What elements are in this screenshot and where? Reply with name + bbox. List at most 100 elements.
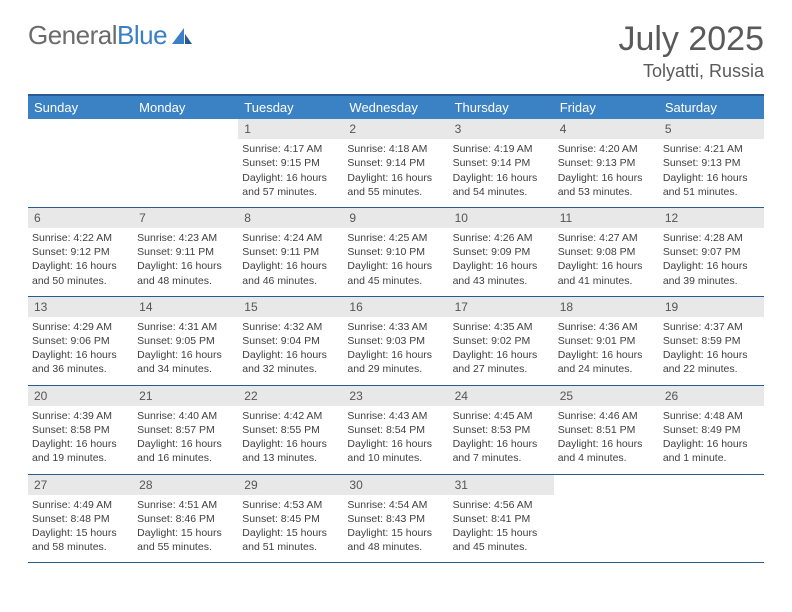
daylight2-text: and 51 minutes. <box>663 185 760 199</box>
calendar-cell: 4Sunrise: 4:20 AMSunset: 9:13 PMDaylight… <box>554 119 659 207</box>
sunset-text: Sunset: 9:14 PM <box>347 156 444 170</box>
daylight1-text: Daylight: 16 hours <box>558 171 655 185</box>
sunset-text: Sunset: 9:13 PM <box>663 156 760 170</box>
calendar-cell: 23Sunrise: 4:43 AMSunset: 8:54 PMDayligh… <box>343 386 448 474</box>
page-title: July 2025 <box>618 20 764 59</box>
calendar-cell: 24Sunrise: 4:45 AMSunset: 8:53 PMDayligh… <box>449 386 554 474</box>
calendar-cell: 30Sunrise: 4:54 AMSunset: 8:43 PMDayligh… <box>343 475 448 563</box>
day-number: 9 <box>343 208 448 228</box>
calendar-cell: 7Sunrise: 4:23 AMSunset: 9:11 PMDaylight… <box>133 208 238 296</box>
calendar-cell: 12Sunrise: 4:28 AMSunset: 9:07 PMDayligh… <box>659 208 764 296</box>
calendar-week: 1Sunrise: 4:17 AMSunset: 9:15 PMDaylight… <box>28 119 764 208</box>
calendar-cell: 10Sunrise: 4:26 AMSunset: 9:09 PMDayligh… <box>449 208 554 296</box>
sunrise-text: Sunrise: 4:48 AM <box>663 409 760 423</box>
sunrise-text: Sunrise: 4:24 AM <box>242 231 339 245</box>
daylight2-text: and 55 minutes. <box>137 540 234 554</box>
daylight2-text: and 48 minutes. <box>137 274 234 288</box>
daylight1-text: Daylight: 16 hours <box>32 259 129 273</box>
daylight1-text: Daylight: 16 hours <box>347 259 444 273</box>
sunset-text: Sunset: 9:15 PM <box>242 156 339 170</box>
sunrise-text: Sunrise: 4:18 AM <box>347 142 444 156</box>
calendar-cell: 11Sunrise: 4:27 AMSunset: 9:08 PMDayligh… <box>554 208 659 296</box>
sunrise-text: Sunrise: 4:56 AM <box>453 498 550 512</box>
calendar-cell: 13Sunrise: 4:29 AMSunset: 9:06 PMDayligh… <box>28 297 133 385</box>
daylight1-text: Daylight: 16 hours <box>663 437 760 451</box>
sunset-text: Sunset: 8:48 PM <box>32 512 129 526</box>
day-header: Saturday <box>659 96 764 119</box>
day-number: 28 <box>133 475 238 495</box>
day-number: 5 <box>659 119 764 139</box>
daylight2-text: and 50 minutes. <box>32 274 129 288</box>
sunrise-text: Sunrise: 4:19 AM <box>453 142 550 156</box>
sunset-text: Sunset: 8:55 PM <box>242 423 339 437</box>
sunrise-text: Sunrise: 4:22 AM <box>32 231 129 245</box>
daylight2-text: and 10 minutes. <box>347 451 444 465</box>
day-header: Monday <box>133 96 238 119</box>
sunset-text: Sunset: 8:59 PM <box>663 334 760 348</box>
sunrise-text: Sunrise: 4:37 AM <box>663 320 760 334</box>
daylight2-text: and 24 minutes. <box>558 362 655 376</box>
day-number: 23 <box>343 386 448 406</box>
sunset-text: Sunset: 8:49 PM <box>663 423 760 437</box>
daylight2-text: and 22 minutes. <box>663 362 760 376</box>
sunrise-text: Sunrise: 4:21 AM <box>663 142 760 156</box>
sunset-text: Sunset: 9:01 PM <box>558 334 655 348</box>
calendar-cell: 5Sunrise: 4:21 AMSunset: 9:13 PMDaylight… <box>659 119 764 207</box>
daylight2-text: and 41 minutes. <box>558 274 655 288</box>
calendar-cell: 15Sunrise: 4:32 AMSunset: 9:04 PMDayligh… <box>238 297 343 385</box>
sunrise-text: Sunrise: 4:26 AM <box>453 231 550 245</box>
daylight1-text: Daylight: 16 hours <box>242 437 339 451</box>
calendar-cell: 31Sunrise: 4:56 AMSunset: 8:41 PMDayligh… <box>449 475 554 563</box>
sunset-text: Sunset: 8:58 PM <box>32 423 129 437</box>
day-number: 30 <box>343 475 448 495</box>
day-number: 14 <box>133 297 238 317</box>
sunset-text: Sunset: 9:14 PM <box>453 156 550 170</box>
calendar-cell: 27Sunrise: 4:49 AMSunset: 8:48 PMDayligh… <box>28 475 133 563</box>
daylight1-text: Daylight: 16 hours <box>137 348 234 362</box>
sunrise-text: Sunrise: 4:17 AM <box>242 142 339 156</box>
daylight1-text: Daylight: 16 hours <box>347 437 444 451</box>
sunrise-text: Sunrise: 4:46 AM <box>558 409 655 423</box>
daylight1-text: Daylight: 16 hours <box>558 348 655 362</box>
sunset-text: Sunset: 9:12 PM <box>32 245 129 259</box>
brand-logo: GeneralBlue <box>28 20 194 51</box>
day-number: 8 <box>238 208 343 228</box>
day-header: Thursday <box>449 96 554 119</box>
daylight2-text: and 4 minutes. <box>558 451 655 465</box>
daylight2-text: and 34 minutes. <box>137 362 234 376</box>
daylight1-text: Daylight: 16 hours <box>558 437 655 451</box>
daylight2-text: and 53 minutes. <box>558 185 655 199</box>
calendar-cell: 21Sunrise: 4:40 AMSunset: 8:57 PMDayligh… <box>133 386 238 474</box>
daylight2-text: and 16 minutes. <box>137 451 234 465</box>
sunset-text: Sunset: 8:53 PM <box>453 423 550 437</box>
daylight2-text: and 51 minutes. <box>242 540 339 554</box>
daylight2-text: and 36 minutes. <box>32 362 129 376</box>
day-number: 24 <box>449 386 554 406</box>
day-number: 7 <box>133 208 238 228</box>
day-number: 4 <box>554 119 659 139</box>
daylight2-text: and 39 minutes. <box>663 274 760 288</box>
sunrise-text: Sunrise: 4:31 AM <box>137 320 234 334</box>
daylight1-text: Daylight: 16 hours <box>347 348 444 362</box>
sunrise-text: Sunrise: 4:45 AM <box>453 409 550 423</box>
sunrise-text: Sunrise: 4:35 AM <box>453 320 550 334</box>
daylight2-text: and 43 minutes. <box>453 274 550 288</box>
calendar-cell-empty <box>133 119 238 207</box>
sunset-text: Sunset: 8:57 PM <box>137 423 234 437</box>
sunset-text: Sunset: 8:54 PM <box>347 423 444 437</box>
day-number: 13 <box>28 297 133 317</box>
daylight1-text: Daylight: 16 hours <box>242 171 339 185</box>
daylight1-text: Daylight: 16 hours <box>663 348 760 362</box>
sunset-text: Sunset: 9:13 PM <box>558 156 655 170</box>
sail-icon <box>170 26 194 46</box>
day-header: Wednesday <box>343 96 448 119</box>
day-number: 1 <box>238 119 343 139</box>
calendar-header-row: SundayMondayTuesdayWednesdayThursdayFrid… <box>28 96 764 119</box>
calendar-cell: 20Sunrise: 4:39 AMSunset: 8:58 PMDayligh… <box>28 386 133 474</box>
sunrise-text: Sunrise: 4:23 AM <box>137 231 234 245</box>
location-subtitle: Tolyatti, Russia <box>618 61 764 82</box>
daylight1-text: Daylight: 15 hours <box>32 526 129 540</box>
daylight2-text: and 27 minutes. <box>453 362 550 376</box>
day-header: Friday <box>554 96 659 119</box>
sunset-text: Sunset: 9:02 PM <box>453 334 550 348</box>
